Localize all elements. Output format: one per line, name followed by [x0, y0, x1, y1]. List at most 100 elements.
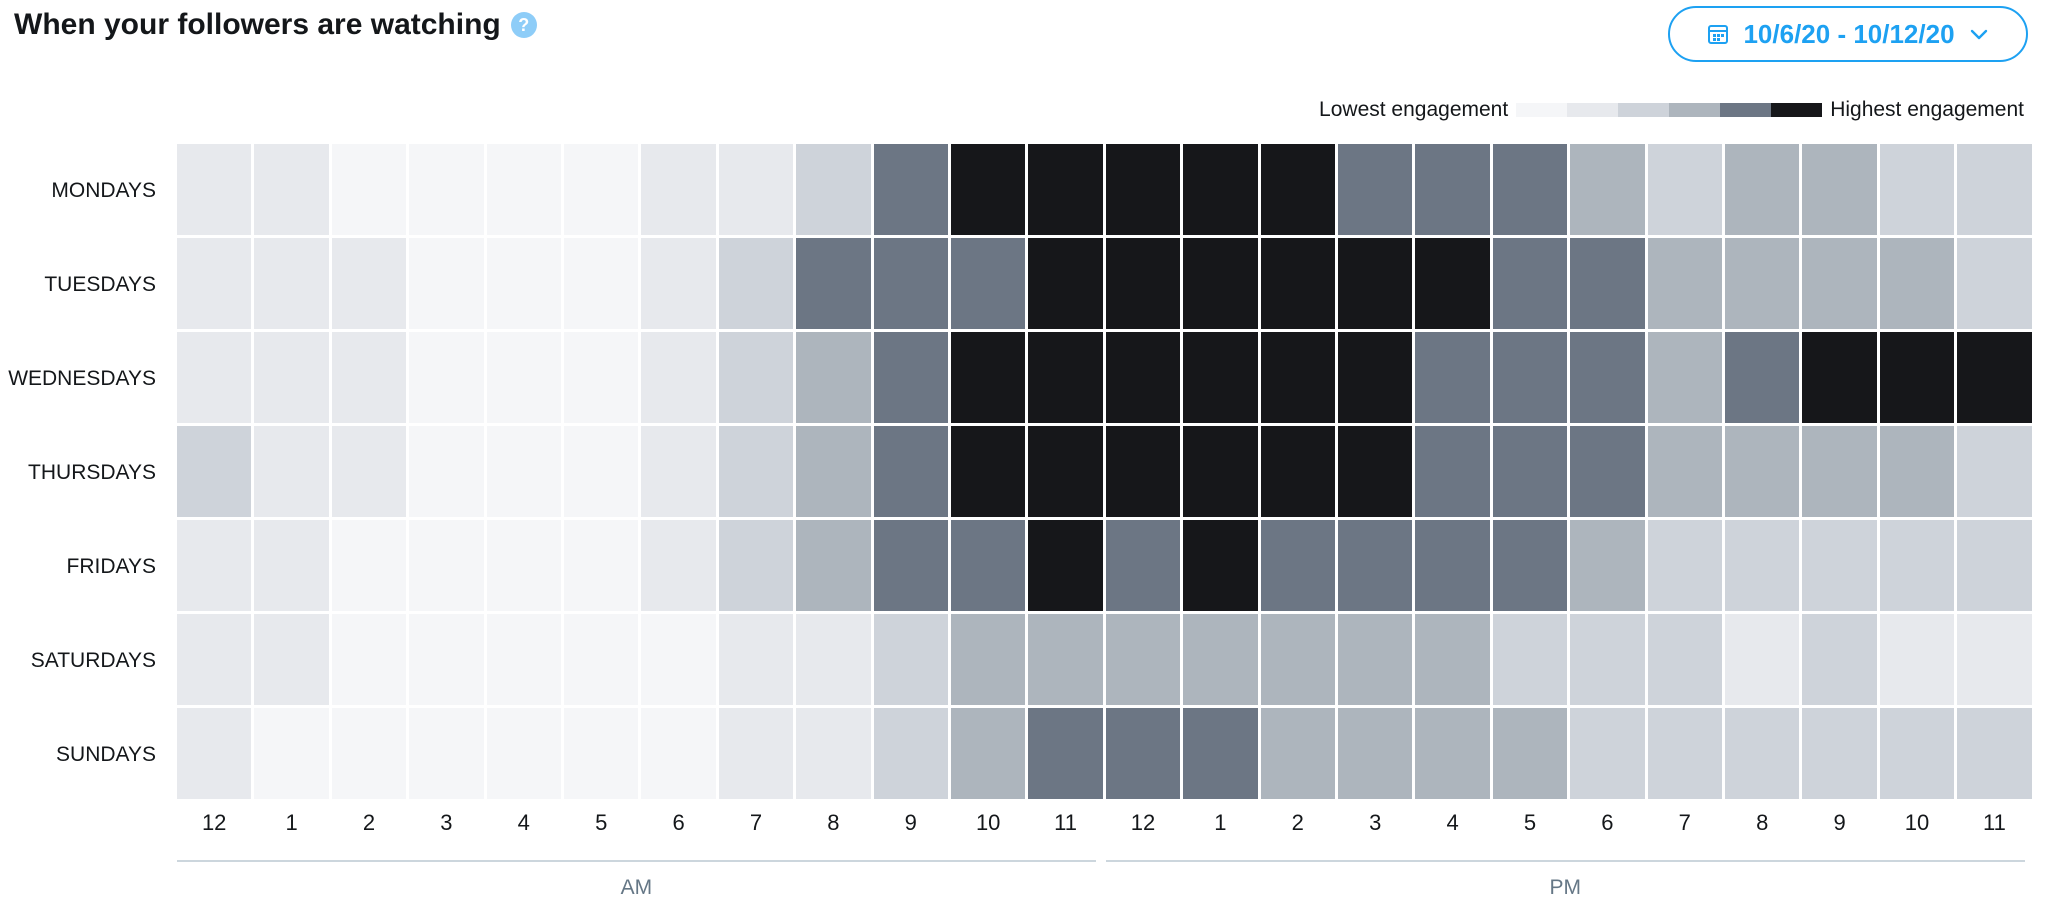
heatmap-cell[interactable]: [1492, 332, 1568, 423]
heatmap-cell[interactable]: [796, 520, 871, 611]
heatmap-cell[interactable]: [1415, 520, 1490, 611]
heatmap-cell[interactable]: [1647, 332, 1722, 423]
heatmap-cell[interactable]: [1725, 520, 1800, 611]
heatmap-cell[interactable]: [177, 708, 252, 799]
heatmap-cell[interactable]: [1260, 708, 1335, 799]
heatmap-cell[interactable]: [1028, 238, 1103, 329]
heatmap-cell[interactable]: [564, 614, 639, 705]
heatmap-cell[interactable]: [796, 238, 871, 329]
heatmap-cell[interactable]: [1260, 426, 1335, 517]
heatmap-cell[interactable]: [1802, 238, 1877, 329]
heatmap-cell[interactable]: [1105, 426, 1181, 517]
heatmap-cell[interactable]: [796, 144, 871, 235]
heatmap-cell[interactable]: [1415, 332, 1490, 423]
heatmap-cell[interactable]: [331, 708, 407, 799]
heatmap-cell[interactable]: [1492, 520, 1568, 611]
heatmap-cell[interactable]: [641, 708, 716, 799]
heatmap-cell[interactable]: [1105, 520, 1181, 611]
heatmap-cell[interactable]: [1183, 426, 1258, 517]
heatmap-cell[interactable]: [951, 144, 1026, 235]
heatmap-cell[interactable]: [641, 614, 716, 705]
heatmap-cell[interactable]: [1492, 238, 1568, 329]
heatmap-cell[interactable]: [796, 708, 871, 799]
heatmap-cell[interactable]: [1260, 520, 1335, 611]
heatmap-cell[interactable]: [1879, 426, 1955, 517]
heatmap-cell[interactable]: [1802, 708, 1877, 799]
heatmap-cell[interactable]: [1570, 332, 1645, 423]
heatmap-cell[interactable]: [564, 426, 639, 517]
heatmap-cell[interactable]: [1647, 426, 1722, 517]
heatmap-cell[interactable]: [1492, 614, 1568, 705]
heatmap-cell[interactable]: [1183, 614, 1258, 705]
heatmap-cell[interactable]: [1415, 144, 1490, 235]
heatmap-cell[interactable]: [331, 144, 407, 235]
heatmap-cell[interactable]: [1492, 426, 1568, 517]
heatmap-cell[interactable]: [1415, 426, 1490, 517]
heatmap-cell[interactable]: [1105, 708, 1181, 799]
heatmap-cell[interactable]: [1802, 614, 1877, 705]
heatmap-cell[interactable]: [1570, 614, 1645, 705]
heatmap-cell[interactable]: [873, 520, 948, 611]
heatmap-cell[interactable]: [951, 520, 1026, 611]
heatmap-cell[interactable]: [873, 144, 948, 235]
heatmap-cell[interactable]: [254, 332, 329, 423]
heatmap-cell[interactable]: [1183, 520, 1258, 611]
heatmap-cell[interactable]: [1570, 426, 1645, 517]
heatmap-cell[interactable]: [1105, 238, 1181, 329]
heatmap-cell[interactable]: [1260, 614, 1335, 705]
heatmap-cell[interactable]: [1415, 238, 1490, 329]
heatmap-cell[interactable]: [1957, 520, 2032, 611]
heatmap-cell[interactable]: [254, 520, 329, 611]
heatmap-cell[interactable]: [1802, 144, 1877, 235]
heatmap-cell[interactable]: [1338, 332, 1413, 423]
heatmap-cell[interactable]: [1879, 144, 1955, 235]
heatmap-cell[interactable]: [951, 238, 1026, 329]
heatmap-cell[interactable]: [796, 332, 871, 423]
heatmap-cell[interactable]: [177, 520, 252, 611]
heatmap-cell[interactable]: [177, 614, 252, 705]
heatmap-cell[interactable]: [641, 520, 716, 611]
heatmap-cell[interactable]: [718, 520, 794, 611]
heatmap-cell[interactable]: [873, 426, 948, 517]
heatmap-cell[interactable]: [331, 332, 407, 423]
heatmap-cell[interactable]: [1338, 708, 1413, 799]
heatmap-cell[interactable]: [1802, 520, 1877, 611]
heatmap-cell[interactable]: [409, 614, 484, 705]
heatmap-cell[interactable]: [254, 426, 329, 517]
heatmap-cell[interactable]: [1415, 614, 1490, 705]
heatmap-cell[interactable]: [1183, 708, 1258, 799]
heatmap-cell[interactable]: [1957, 238, 2032, 329]
heatmap-cell[interactable]: [641, 332, 716, 423]
heatmap-cell[interactable]: [1105, 614, 1181, 705]
heatmap-cell[interactable]: [951, 614, 1026, 705]
heatmap-cell[interactable]: [1647, 614, 1722, 705]
heatmap-cell[interactable]: [1957, 144, 2032, 235]
heatmap-cell[interactable]: [1338, 520, 1413, 611]
heatmap-cell[interactable]: [1957, 708, 2032, 799]
heatmap-cell[interactable]: [951, 426, 1026, 517]
heatmap-cell[interactable]: [718, 614, 794, 705]
heatmap-cell[interactable]: [641, 238, 716, 329]
heatmap-cell[interactable]: [486, 144, 561, 235]
heatmap-cell[interactable]: [1028, 332, 1103, 423]
heatmap-cell[interactable]: [486, 520, 561, 611]
heatmap-cell[interactable]: [177, 332, 252, 423]
heatmap-cell[interactable]: [1879, 520, 1955, 611]
heatmap-cell[interactable]: [331, 426, 407, 517]
heatmap-cell[interactable]: [951, 332, 1026, 423]
heatmap-cell[interactable]: [1492, 144, 1568, 235]
heatmap-cell[interactable]: [796, 426, 871, 517]
heatmap-cell[interactable]: [641, 426, 716, 517]
heatmap-cell[interactable]: [486, 614, 561, 705]
heatmap-cell[interactable]: [1879, 332, 1955, 423]
heatmap-cell[interactable]: [1725, 238, 1800, 329]
heatmap-cell[interactable]: [1570, 238, 1645, 329]
heatmap-cell[interactable]: [331, 238, 407, 329]
heatmap-cell[interactable]: [1647, 520, 1722, 611]
heatmap-cell[interactable]: [1028, 614, 1103, 705]
heatmap-cell[interactable]: [409, 238, 484, 329]
heatmap-cell[interactable]: [564, 708, 639, 799]
heatmap-cell[interactable]: [1260, 238, 1335, 329]
heatmap-cell[interactable]: [409, 708, 484, 799]
heatmap-cell[interactable]: [177, 144, 252, 235]
